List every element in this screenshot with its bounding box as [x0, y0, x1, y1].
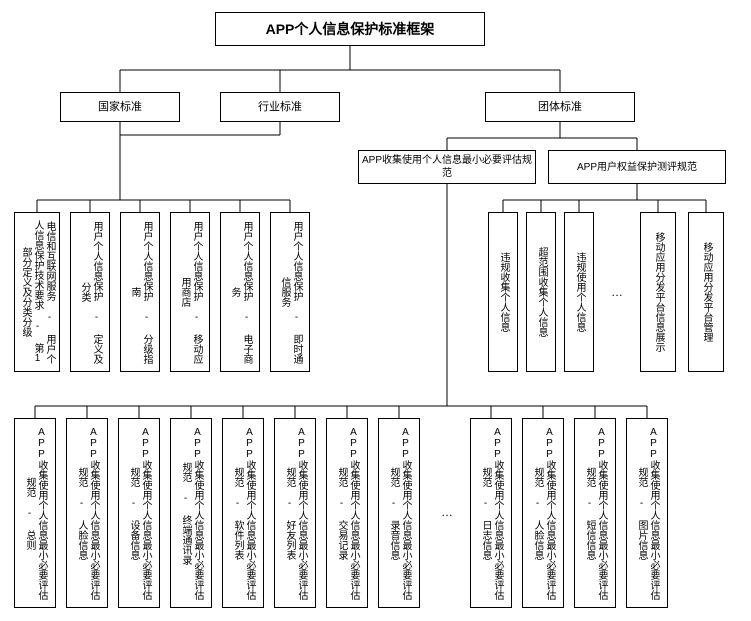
level2-national: 国家标准: [60, 92, 180, 122]
leaf-b-5: APP收集使用个人信息最小必要评估规范 - 好友列表: [274, 418, 316, 608]
leaf-b-10: APP收集使用个人信息最小必要评估规范 - 短信信息: [574, 418, 616, 608]
leaf-a-left-3: 用户个人信息保护 - 移动应用商店: [170, 212, 210, 372]
leaf-b-8: APP收集使用个人信息最小必要评估规范 - 日志信息: [470, 418, 512, 608]
level2-group: 团体标准: [485, 92, 635, 122]
ellipsis-a: …: [602, 285, 632, 299]
leaf-b-7: APP收集使用个人信息最小必要评估规范 - 录音信息: [378, 418, 420, 608]
leaf-a-left-5: 用户个人信息保护 - 即时通信服务: [270, 212, 310, 372]
leaf-a-right-3: 移动应用分发平台信息展示: [640, 212, 676, 372]
group-sub-apprights: APP用户权益保护测评规范: [548, 150, 726, 184]
leaf-b-2: APP收集使用个人信息最小必要评估规范 - 设备信息: [118, 418, 160, 608]
leaf-a-left-4: 用户个人信息保护 - 电子商务: [220, 212, 260, 372]
leaf-b-4: APP收集使用个人信息最小必要评估规范 - 软件列表: [222, 418, 264, 608]
leaf-a-right-4: 移动应用分发平台管理: [688, 212, 724, 372]
leaf-a-right-2: 违规使用个人信息: [564, 212, 594, 372]
leaf-b-1: APP收集使用个人信息最小必要评估规范 - 人脸信息: [66, 418, 108, 608]
leaf-b-6: APP收集使用个人信息最小必要评估规范 - 交易记录: [326, 418, 368, 608]
leaf-b-0: APP收集使用个人信息最小必要评估规范 - 总则: [14, 418, 56, 608]
leaf-a-left-0: 电信和互联网服务 - 用户个人信息保护技术要求 - 第1部分定义及分类分级: [14, 212, 60, 372]
level2-industry: 行业标准: [220, 92, 340, 122]
leaf-a-left-1: 用户个人信息保护 - 定义及分类: [70, 212, 110, 372]
leaf-a-right-1: 超范围收集个人信息: [526, 212, 556, 372]
root-node: APP个人信息保护标准框架: [215, 12, 485, 46]
ellipsis-b: …: [432, 505, 462, 519]
leaf-b-9: APP收集使用个人信息最小必要评估规范 - 人脸信息: [522, 418, 564, 608]
leaf-a-left-2: 用户个人信息保护 - 分级指南: [120, 212, 160, 372]
leaf-b-3: APP收集使用个人信息最小必要评估规范 - 终端通讯录: [170, 418, 212, 608]
leaf-a-right-0: 违规收集个人信息: [488, 212, 518, 372]
leaf-b-11: APP收集使用个人信息最小必要评估规范 - 图片信息: [626, 418, 668, 608]
group-sub-appmin: APP收集使用个人信息最小必要评估规范: [358, 150, 536, 184]
